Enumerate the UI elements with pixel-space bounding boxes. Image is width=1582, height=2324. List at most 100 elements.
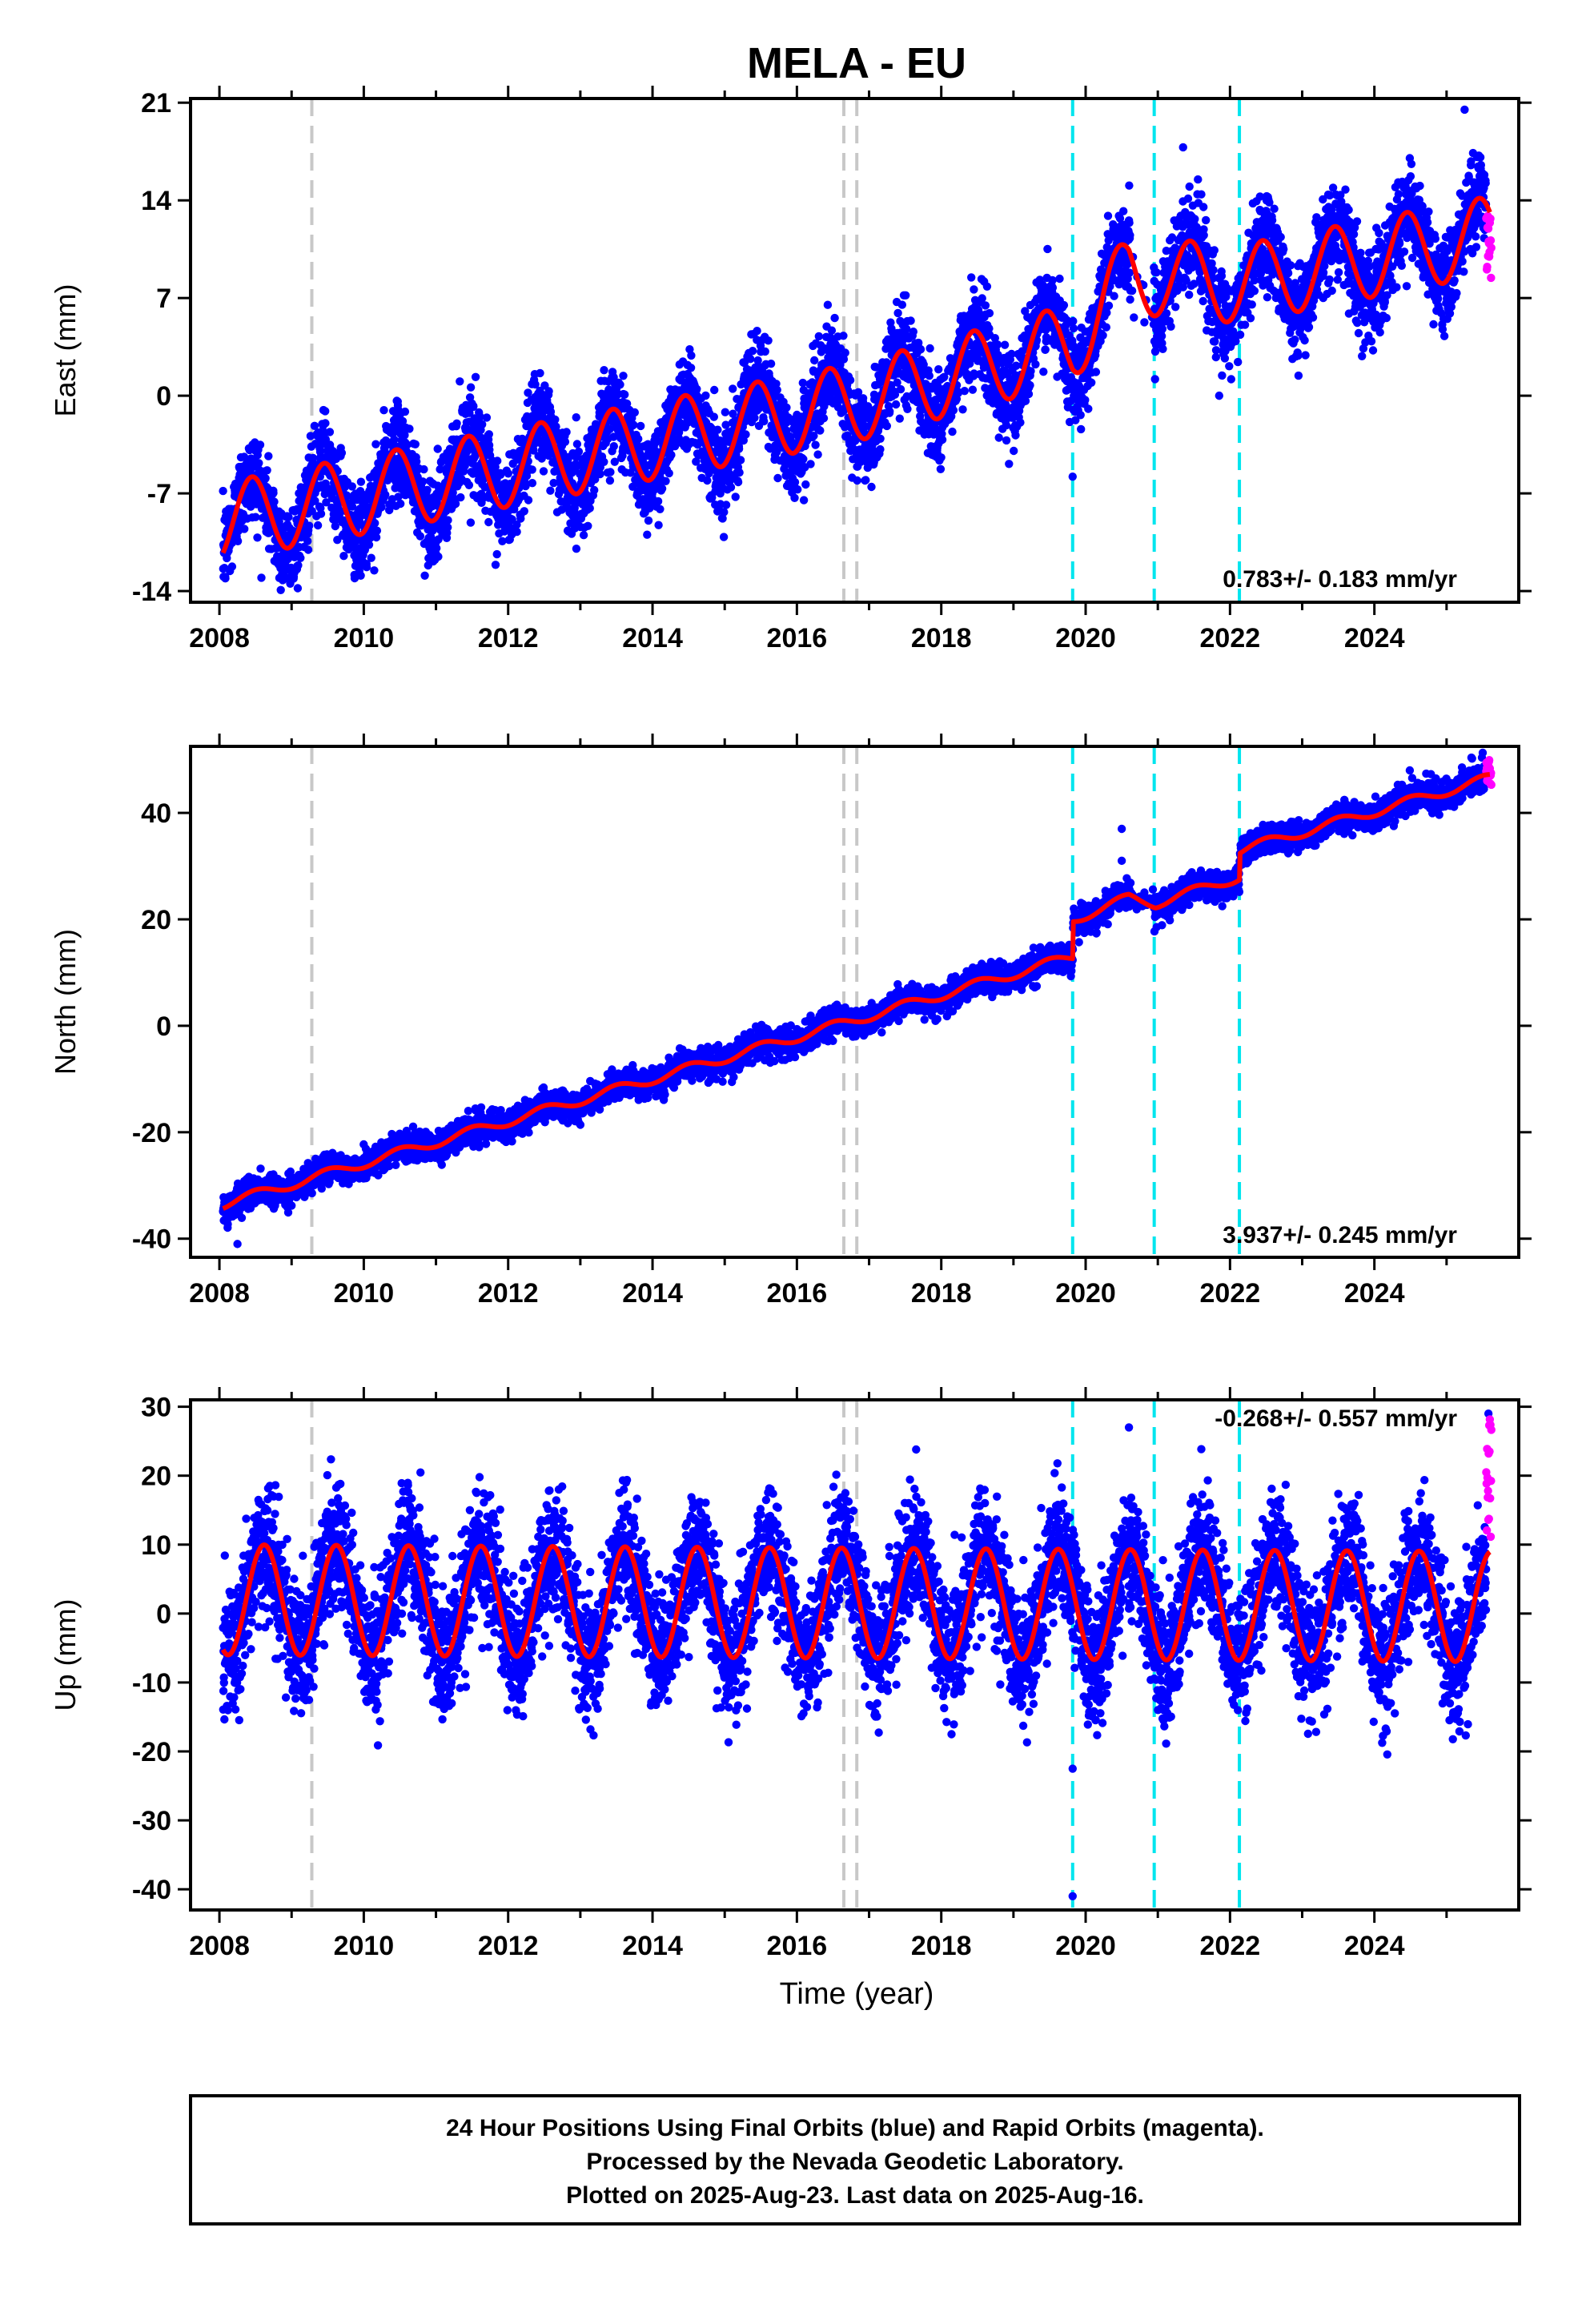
final-orbit-point [310,421,319,430]
final-orbit-point [616,380,624,389]
final-orbit-point [981,301,990,310]
final-orbit-point [606,468,615,476]
final-orbit-point [270,497,279,506]
final-orbit-point [810,356,819,365]
final-orbit-point [726,483,736,492]
final-orbit-point [321,407,330,416]
final-orbit-point [433,444,442,453]
final-orbit-point [978,294,986,303]
final-orbit-point [1210,246,1219,255]
final-orbit-point [753,327,761,336]
final-orbit-point [893,308,902,318]
final-orbit-point [1194,175,1203,184]
final-orbit-point [903,404,912,413]
final-orbit-point [1077,424,1086,434]
final-orbit-point [339,552,348,561]
final-orbit-point [337,448,347,457]
final-orbit-point [634,434,643,444]
final-orbit-point [264,452,273,460]
final-orbit-point [703,476,712,485]
final-orbit-point [416,532,425,541]
final-orbit-point [897,300,907,309]
final-orbit-point [403,440,412,449]
final-orbit-point [590,485,599,495]
final-orbit-point [736,456,745,464]
final-orbit-point [1140,318,1149,327]
final-orbit-point [729,384,737,393]
final-orbit-point [574,447,584,456]
final-orbit-point [993,340,1002,349]
final-orbit-point [600,366,608,375]
final-orbit-point [434,552,443,561]
final-orbit-point [1125,181,1134,190]
final-orbit-point [629,420,638,429]
final-orbit-point [471,372,480,381]
final-orbit-point [1110,292,1118,300]
final-orbit-point [861,476,870,485]
final-orbit-point [528,479,537,488]
final-orbit-point [773,385,781,395]
final-orbit-point [734,444,744,453]
final-orbit-point [1055,274,1064,283]
final-orbit-point [790,477,800,487]
final-orbit-point [423,485,432,494]
final-orbit-point [1162,309,1171,318]
final-orbit-point [748,347,757,356]
final-orbit-point [970,285,978,294]
final-orbit-point [801,480,810,489]
final-orbit-point [1166,322,1175,331]
final-orbit-point [221,574,230,583]
final-orbit-point [539,467,548,476]
final-orbit-point [371,440,380,448]
final-orbit-point [949,406,958,415]
final-orbit-point [693,384,701,393]
final-orbit-point [814,332,823,341]
final-orbit-point [733,477,743,487]
final-orbit-point [1102,323,1111,332]
final-orbit-point [377,503,386,512]
final-orbit-point [544,387,553,396]
final-orbit-point [356,477,366,486]
final-orbit-point [536,368,544,378]
final-orbit-point [1069,316,1078,326]
final-orbit-point [1041,345,1050,354]
final-orbit-point [255,440,265,449]
final-orbit-point [452,419,461,428]
final-orbit-point [1048,275,1057,285]
final-orbit-point [367,553,375,562]
final-orbit-point [936,464,946,473]
final-orbit-point [418,477,428,486]
final-orbit-point [257,573,266,582]
final-orbit-point [958,405,967,414]
final-orbit-point [379,406,388,415]
final-orbit-point [620,390,629,399]
final-orbit-point [1199,231,1208,239]
final-orbit-point [891,400,901,409]
final-orbit-point [853,476,861,485]
final-orbit-point [1158,344,1167,353]
final-orbit-point [311,497,319,505]
final-orbit-point [811,440,820,449]
final-orbit-point [492,549,501,559]
final-orbit-point [967,273,976,282]
final-orbit-point [937,453,946,462]
final-orbit-point [644,516,653,525]
final-orbit-point [572,545,581,553]
final-orbit-point [1125,219,1134,227]
final-orbit-point [1171,303,1180,312]
final-orbit-point [584,521,592,530]
final-orbit-point [562,428,571,436]
final-orbit-point [233,537,243,545]
final-orbit-point [464,480,474,489]
final-orbit-point [701,391,710,400]
final-orbit-point [1102,308,1111,317]
final-orbit-point [896,384,905,394]
final-orbit-point [371,533,381,542]
final-orbit-point [926,344,934,353]
final-orbit-point [665,468,673,478]
final-orbit-point [1126,231,1134,239]
final-orbit-point [476,412,484,420]
final-orbit-point [347,502,357,511]
final-orbit-point [799,455,808,464]
